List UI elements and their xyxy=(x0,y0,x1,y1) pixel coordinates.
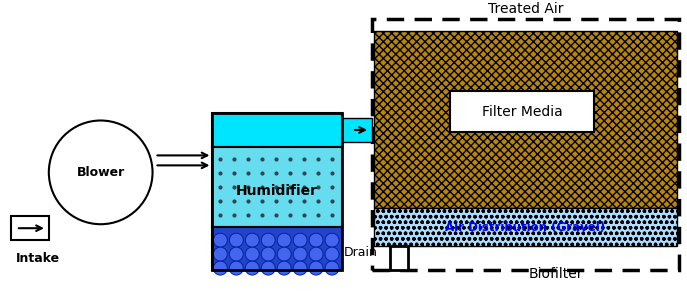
Circle shape xyxy=(309,247,323,261)
Circle shape xyxy=(293,233,307,247)
Circle shape xyxy=(245,247,259,261)
Circle shape xyxy=(309,261,323,275)
Bar xyxy=(374,31,677,208)
Circle shape xyxy=(325,261,339,275)
Circle shape xyxy=(229,233,243,247)
Bar xyxy=(342,118,372,142)
Bar xyxy=(450,91,594,133)
Circle shape xyxy=(261,247,275,261)
Bar xyxy=(212,147,342,227)
Text: Blower: Blower xyxy=(76,166,125,179)
Circle shape xyxy=(293,247,307,261)
Bar xyxy=(372,19,679,270)
Circle shape xyxy=(293,261,307,275)
Circle shape xyxy=(277,233,291,247)
Circle shape xyxy=(214,247,227,261)
Circle shape xyxy=(245,261,259,275)
Text: Humidifier: Humidifier xyxy=(236,184,318,198)
Bar xyxy=(212,112,342,270)
Circle shape xyxy=(229,261,243,275)
Bar xyxy=(11,216,49,240)
Circle shape xyxy=(214,261,227,275)
Text: Filter Media: Filter Media xyxy=(482,104,563,118)
Text: Intake: Intake xyxy=(16,252,60,265)
Circle shape xyxy=(325,247,339,261)
Text: Treated Air: Treated Air xyxy=(488,2,563,16)
Text: Biofilter: Biofilter xyxy=(529,267,583,281)
Circle shape xyxy=(229,247,243,261)
Circle shape xyxy=(325,233,339,247)
Circle shape xyxy=(277,261,291,275)
Bar xyxy=(212,227,342,270)
Circle shape xyxy=(277,247,291,261)
Circle shape xyxy=(309,233,323,247)
Circle shape xyxy=(214,233,227,247)
Bar xyxy=(390,246,408,270)
Bar xyxy=(212,112,342,147)
Circle shape xyxy=(49,121,153,224)
Bar xyxy=(374,208,677,246)
Text: Air Distribution (Gravel): Air Distribution (Gravel) xyxy=(445,221,605,234)
Text: Drain: Drain xyxy=(344,246,378,259)
Circle shape xyxy=(261,261,275,275)
Circle shape xyxy=(261,233,275,247)
Circle shape xyxy=(245,233,259,247)
